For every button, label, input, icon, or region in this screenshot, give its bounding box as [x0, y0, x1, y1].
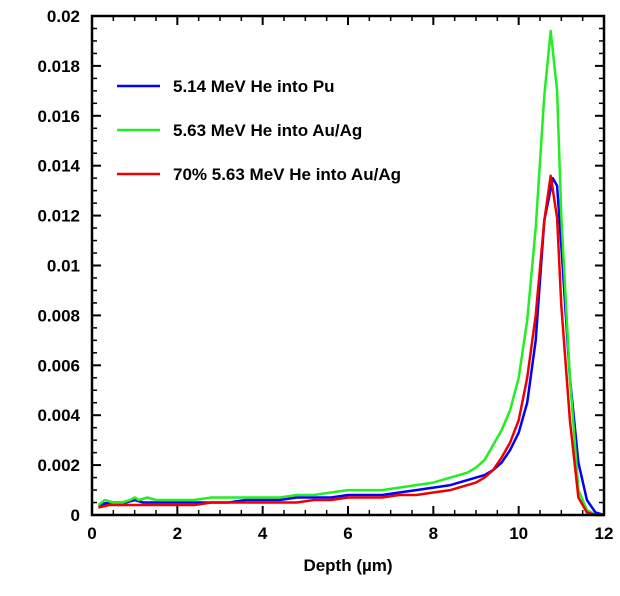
x-tick-label: 4 — [258, 524, 268, 543]
x-axis-title: Depth (µm) — [303, 556, 392, 575]
y-tick-label: 0.012 — [37, 207, 80, 226]
legend: 5.14 MeV He into Pu 5.63 MeV He into Au/A… — [117, 77, 401, 184]
y-tick-label: 0.016 — [37, 107, 80, 126]
plot-area-frame — [90, 14, 606, 517]
y-tick-labels: 0 0.002 0.004 0.006 0.008 0.01 0.012 0.014 0.016… — [37, 7, 80, 525]
y-tick-label: 0.02 — [47, 7, 80, 26]
legend-label-2: 5.63 MeV He into Au/Ag — [173, 121, 362, 140]
legend-label-1: 5.14 MeV He into Pu — [173, 77, 335, 96]
y-tick-label: 0.002 — [37, 456, 80, 475]
y-tick-label: 0.008 — [37, 306, 80, 325]
x-tick-label: 2 — [173, 524, 182, 543]
y-tick-label: 0.018 — [37, 57, 80, 76]
x-tick-label: 6 — [343, 524, 352, 543]
y-tick-label: 0.006 — [37, 356, 80, 375]
x-tick-labels: 0 2 4 6 8 10 12 — [87, 524, 613, 543]
y-tick-label: 0 — [71, 506, 80, 525]
y-tick-label: 0.004 — [37, 406, 80, 425]
x-tick-label: 12 — [595, 524, 614, 543]
series-line-1 — [98, 176, 605, 517]
legend-label-3: 70% 5.63 MeV He into Au/Ag — [173, 165, 401, 184]
series-lines — [97, 29, 605, 517]
y-tick-label: 0.01 — [47, 257, 80, 276]
series-line-3 — [98, 174, 604, 517]
x-tick-label: 10 — [509, 524, 528, 543]
x-tick-label: 8 — [429, 524, 438, 543]
axis-ticks — [91, 15, 605, 516]
y-tick-label: 0.014 — [37, 157, 80, 176]
series-line-2 — [97, 29, 604, 517]
x-tick-label: 0 — [87, 524, 96, 543]
